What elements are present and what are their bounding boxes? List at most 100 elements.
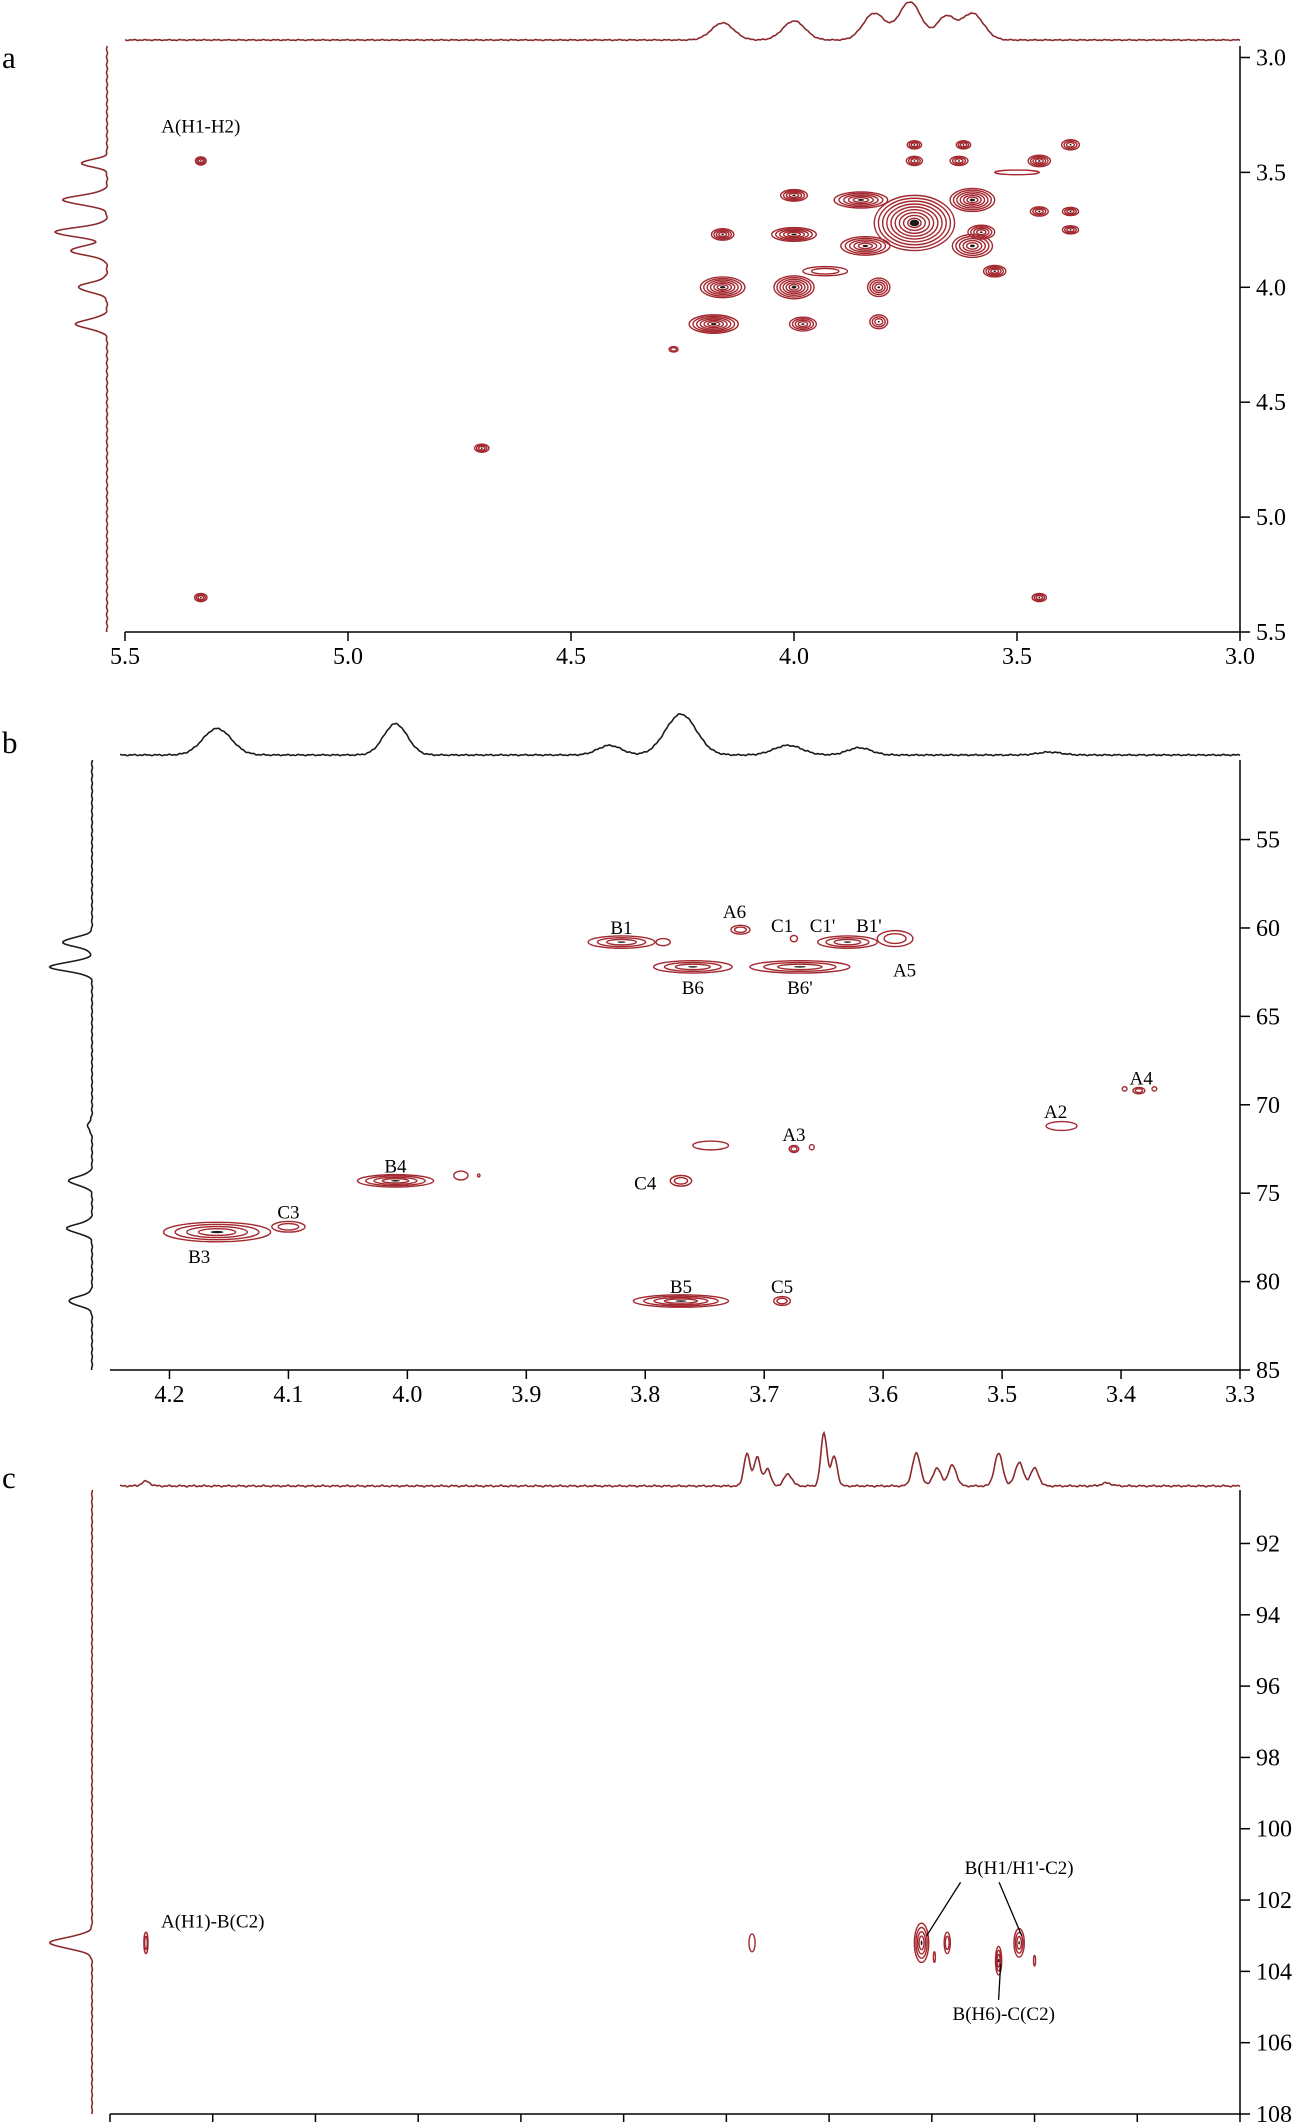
panel-label-a: a [2, 40, 16, 75]
contour-peak [1013, 1927, 1025, 1958]
peak-annotation: C1 [771, 916, 793, 937]
contour-level [193, 592, 208, 603]
contour-level [886, 203, 943, 243]
contour-level [763, 961, 837, 973]
contour-level [1032, 156, 1047, 165]
peak-annotation: C1' [810, 916, 836, 937]
contour-level [703, 277, 743, 297]
contour-peak [710, 227, 735, 241]
contour-peak [817, 935, 878, 950]
x-tick-label: 4.5 [556, 644, 586, 670]
peak-annotation: A6 [723, 902, 746, 923]
contour-peak [194, 156, 207, 166]
contour-level [790, 1146, 798, 1152]
contour-peak [473, 443, 490, 453]
contour-level [1063, 140, 1078, 150]
x-tick-label: 3.5 [1002, 644, 1032, 670]
contour-level [890, 206, 939, 240]
contour-peak [913, 1922, 930, 1964]
contour-peak [1027, 154, 1052, 168]
contour-level [779, 278, 809, 297]
contour-level [186, 1225, 249, 1239]
contour-level [785, 282, 803, 293]
contour-level [699, 318, 728, 330]
contour-level [996, 1953, 1001, 1968]
contour-core [843, 941, 852, 943]
contour-level [143, 1931, 149, 1955]
contour-level [951, 156, 967, 165]
contour-peak [668, 345, 679, 353]
contour-level [844, 237, 887, 255]
contour-level [1029, 206, 1049, 217]
contour-level [957, 141, 970, 149]
contour-level [810, 267, 840, 275]
contour-level [842, 194, 879, 206]
contour-level [962, 239, 983, 252]
contour-level [817, 935, 878, 950]
contour-peak [143, 1931, 149, 1955]
contour-level [707, 321, 721, 327]
top-projection-spectrum [124, 1, 1241, 42]
contour-core [200, 160, 202, 162]
contour-peak [773, 275, 815, 300]
contour-level [668, 345, 679, 353]
contour-peak [692, 1140, 730, 1151]
contour-level [771, 226, 818, 243]
contour-level [773, 275, 815, 300]
contour-core [969, 244, 975, 248]
contour-peak [906, 139, 923, 150]
contour-level [869, 279, 889, 296]
contour-level [715, 230, 730, 239]
peak-annotation: C4 [634, 1173, 657, 1194]
contour-peak [1061, 206, 1080, 217]
contour-level [833, 938, 862, 946]
y-tick-label: 4.0 [1256, 275, 1286, 301]
contour-level [866, 277, 891, 298]
contour-level [967, 224, 996, 240]
contour-level [703, 319, 725, 329]
contour-peak [730, 924, 751, 935]
contour-core [1069, 229, 1072, 231]
contour-level [987, 267, 1002, 276]
contour-level [718, 231, 728, 238]
contour-core [801, 323, 805, 325]
contour-level [776, 1297, 788, 1305]
contour-core [920, 1940, 923, 1946]
contour-level [373, 1176, 418, 1186]
x-tick-label: 4.0 [392, 1382, 422, 1408]
contour-level [802, 265, 849, 277]
contour-core [791, 233, 797, 236]
peak-annotation: B6 [682, 978, 704, 999]
contour-level [962, 194, 982, 206]
contour-peak [1032, 1954, 1037, 1967]
contour-level [918, 1935, 925, 1951]
contour-level [197, 1228, 237, 1237]
contour-level [994, 169, 1041, 176]
contour-core [857, 199, 865, 201]
peak-annotation: A2 [1044, 1102, 1067, 1123]
contour-level [663, 1298, 699, 1304]
contour-level [706, 279, 739, 296]
contour-level [673, 1176, 689, 1185]
contour-level [913, 1922, 930, 1964]
contour-level [453, 1170, 469, 1181]
contour-level [688, 314, 739, 334]
contour-level [877, 197, 952, 249]
panel-b: b 4.2 4.1 4.0 3.9 3.8 3.7 3.6 3.5 3.4 3.3 55 60 65 70… [2, 712, 1280, 1408]
contour-level [954, 158, 964, 164]
contour-level [838, 192, 884, 208]
contour-level [776, 963, 823, 971]
contour-level [663, 961, 722, 973]
contour-level [773, 1295, 792, 1307]
contour-level [782, 190, 806, 201]
contour-level [965, 241, 979, 250]
contour-core [877, 320, 880, 323]
y-tick-label: 104 [1256, 1959, 1292, 1985]
contour-peak [1060, 139, 1081, 151]
contour-peak [788, 1144, 800, 1154]
contour-level [473, 443, 490, 453]
contour-level [786, 231, 802, 238]
contour-peak [982, 264, 1007, 278]
contour-peak [655, 937, 671, 947]
contour-level [883, 932, 907, 945]
